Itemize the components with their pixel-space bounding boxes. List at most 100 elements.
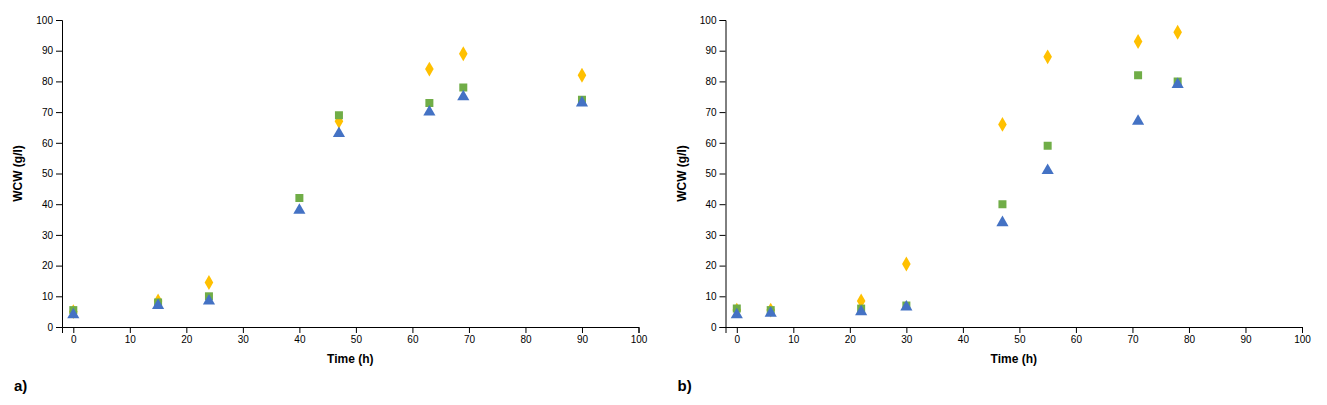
y-tick-label: 50 — [42, 168, 54, 179]
series — [733, 25, 1182, 318]
y-tick-label: 40 — [705, 199, 717, 210]
y-axis-line — [56, 21, 63, 328]
y-tick-label: 60 — [42, 138, 54, 149]
y-tick-mark — [720, 143, 726, 144]
y-tick: 20 — [705, 260, 725, 271]
x-tick-mark — [906, 327, 907, 333]
y-tick-label: 100 — [36, 15, 53, 26]
series — [69, 46, 586, 319]
y-tick: 30 — [42, 230, 62, 241]
x-axis-line — [63, 328, 640, 334]
x-tick-mark — [963, 327, 964, 333]
x-tick-mark — [73, 327, 74, 333]
point — [1042, 163, 1054, 174]
plot-area — [67, 46, 588, 319]
x-tick-label: 80 — [520, 334, 532, 345]
x-tick-mark — [243, 327, 244, 333]
point — [900, 300, 912, 311]
x-tick-label: 90 — [1240, 334, 1252, 345]
x-tick: 90 — [577, 327, 589, 345]
x-tick-mark — [793, 327, 794, 333]
point — [1134, 71, 1142, 79]
x-tick-label: 20 — [181, 334, 193, 345]
y-tick-mark — [56, 143, 62, 144]
point — [425, 62, 434, 77]
x-tick-label: 10 — [788, 334, 800, 345]
y-tick-mark — [720, 112, 726, 113]
y-tick: 40 — [42, 199, 62, 210]
y-tick-mark — [720, 235, 726, 236]
x-tick-mark — [469, 327, 470, 333]
y-tick-mark — [720, 204, 726, 205]
x-axis-line — [726, 328, 1303, 334]
point — [457, 90, 469, 101]
x-tick: 40 — [294, 327, 306, 345]
x-tick: 10 — [125, 327, 137, 345]
x-tick: 50 — [1014, 327, 1026, 345]
y-axis: 0102030405060708090100 — [36, 15, 62, 333]
x-tick: 60 — [1071, 327, 1083, 345]
y-tick: 10 — [42, 291, 62, 302]
y-tick-label: 20 — [705, 260, 717, 271]
y-tick-label: 60 — [705, 138, 717, 149]
y-tick-mark — [56, 327, 62, 328]
panel-label: a) — [14, 377, 27, 394]
y-tick-label: 50 — [705, 168, 717, 179]
y-tick: 80 — [42, 76, 62, 87]
y-tick-mark — [56, 51, 62, 52]
x-tick-mark — [1076, 327, 1077, 333]
x-tick-label: 0 — [71, 334, 77, 345]
point — [205, 275, 214, 290]
point — [333, 127, 345, 138]
x-tick-mark — [412, 327, 413, 333]
x-tick-label: 60 — [407, 334, 419, 345]
point — [459, 46, 468, 61]
point — [1172, 77, 1184, 88]
y-tick-mark — [56, 112, 62, 113]
y-tick-mark — [720, 81, 726, 82]
x-tick: 80 — [1184, 327, 1196, 345]
x-tick: 20 — [181, 327, 193, 345]
point — [998, 200, 1006, 208]
x-tick: 30 — [901, 327, 913, 345]
x-tick: 60 — [407, 327, 419, 345]
y-tick: 20 — [42, 260, 62, 271]
x-tick-label: 60 — [1071, 334, 1083, 345]
x-tick: 30 — [238, 327, 250, 345]
x-tick: 40 — [958, 327, 970, 345]
x-tick-label: 40 — [294, 334, 306, 345]
y-tick-mark — [56, 204, 62, 205]
y-tick-label: 40 — [42, 199, 54, 210]
x-axis: 0102030405060708090100 — [63, 327, 648, 345]
y-tick-label: 30 — [42, 230, 54, 241]
point — [293, 203, 305, 214]
y-axis: 0102030405060708090100 — [700, 15, 726, 333]
y-tick-label: 0 — [711, 322, 717, 333]
x-tick: 80 — [520, 327, 532, 345]
y-tick-mark — [720, 51, 726, 52]
x-tick-mark — [356, 327, 357, 333]
y-tick-mark — [720, 266, 726, 267]
x-tick-label: 80 — [1184, 334, 1196, 345]
x-tick-label: 30 — [901, 334, 913, 345]
x-tick-label: 100 — [1294, 334, 1311, 345]
x-tick-label: 70 — [464, 334, 476, 345]
y-tick-mark — [56, 81, 62, 82]
y-tick-label: 10 — [705, 291, 717, 302]
x-tick-mark — [1132, 327, 1133, 333]
y-tick-mark — [56, 266, 62, 267]
y-tick: 60 — [42, 138, 62, 149]
x-tick-mark — [1302, 327, 1303, 333]
y-tick: 80 — [705, 76, 725, 87]
x-axis-title: Time (h) — [327, 352, 373, 366]
y-tick-mark — [56, 296, 62, 297]
panel: 0102030405060708090100010203040506070809… — [675, 15, 1312, 394]
x-tick: 10 — [788, 327, 800, 345]
point — [1134, 34, 1143, 49]
x-tick-label: 100 — [631, 334, 648, 345]
series — [67, 90, 588, 318]
y-tick: 70 — [705, 107, 725, 118]
y-tick-mark — [720, 327, 726, 328]
y-tick-label: 0 — [47, 322, 53, 333]
y-tick: 100 — [700, 15, 726, 26]
